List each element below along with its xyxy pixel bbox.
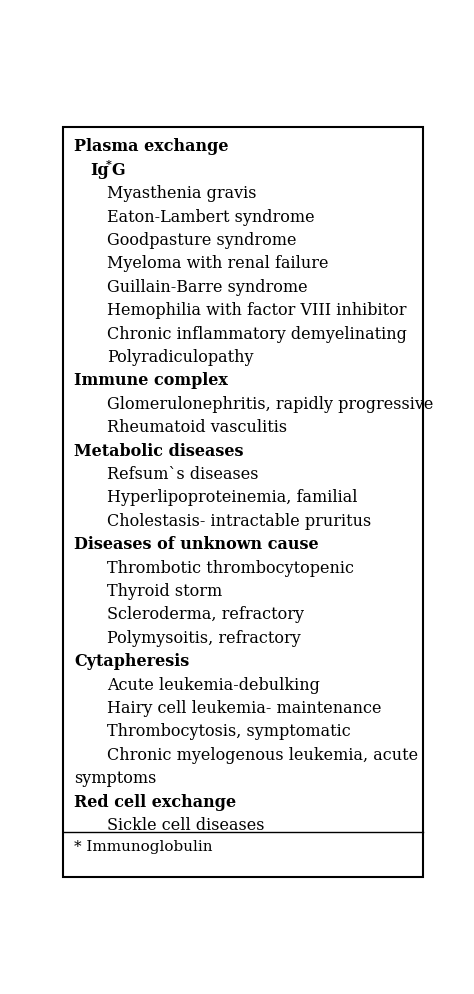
Text: *: * <box>106 159 112 170</box>
Text: Scleroderma, refractory: Scleroderma, refractory <box>107 606 304 623</box>
Text: Thrombocytosis, symptomatic: Thrombocytosis, symptomatic <box>107 724 351 741</box>
Text: Ig: Ig <box>91 162 109 179</box>
Text: Metabolic diseases: Metabolic diseases <box>74 442 244 459</box>
Text: Acute leukemia-debulking: Acute leukemia-debulking <box>107 677 320 694</box>
Text: Thyroid storm: Thyroid storm <box>107 583 222 600</box>
Text: Hemophilia with factor VIII inhibitor: Hemophilia with factor VIII inhibitor <box>107 302 407 319</box>
Text: Rheumatoid vasculitis: Rheumatoid vasculitis <box>107 419 287 436</box>
Text: Sickle cell diseases: Sickle cell diseases <box>107 817 264 834</box>
Text: symptoms: symptoms <box>74 770 156 787</box>
Text: Cholestasis- intractable pruritus: Cholestasis- intractable pruritus <box>107 513 371 530</box>
Text: Guillain-Barre syndrome: Guillain-Barre syndrome <box>107 279 308 296</box>
Text: Eaton-Lambert syndrome: Eaton-Lambert syndrome <box>107 209 315 226</box>
Text: Chronic myelogenous leukemia, acute: Chronic myelogenous leukemia, acute <box>107 746 418 763</box>
Text: Myasthenia gravis: Myasthenia gravis <box>107 185 256 202</box>
Text: Plasma exchange: Plasma exchange <box>74 138 228 155</box>
Text: Myeloma with renal failure: Myeloma with renal failure <box>107 255 328 272</box>
Text: Refsum`s diseases: Refsum`s diseases <box>107 466 258 483</box>
Text: Goodpasture syndrome: Goodpasture syndrome <box>107 232 297 249</box>
Text: Glomerulonephritis, rapidly progressive: Glomerulonephritis, rapidly progressive <box>107 396 433 413</box>
Text: Chronic inflammatory demyelinating: Chronic inflammatory demyelinating <box>107 326 407 343</box>
Text: Diseases of unknown cause: Diseases of unknown cause <box>74 536 319 554</box>
Text: * Immunoglobulin: * Immunoglobulin <box>74 841 212 855</box>
Text: Cytapheresis: Cytapheresis <box>74 653 189 670</box>
Text: Polymysoitis, refractory: Polymysoitis, refractory <box>107 630 301 647</box>
Text: Thrombotic thrombocytopenic: Thrombotic thrombocytopenic <box>107 560 354 577</box>
Text: Polyradiculopathy: Polyradiculopathy <box>107 349 254 366</box>
Text: Hyperlipoproteinemia, familial: Hyperlipoproteinemia, familial <box>107 489 357 506</box>
Text: Immune complex: Immune complex <box>74 373 228 390</box>
Text: Red cell exchange: Red cell exchange <box>74 793 236 811</box>
Text: Hairy cell leukemia- maintenance: Hairy cell leukemia- maintenance <box>107 700 382 717</box>
Text: G: G <box>111 162 125 179</box>
